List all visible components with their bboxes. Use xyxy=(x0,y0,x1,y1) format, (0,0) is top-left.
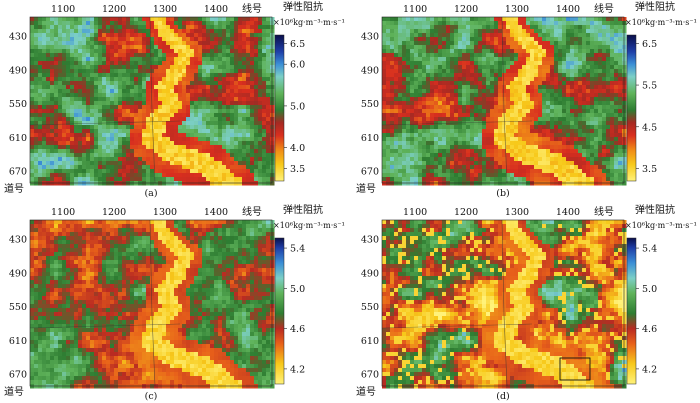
colorbar-tick-label: 5.0 xyxy=(642,284,657,295)
panel-label: (d) xyxy=(496,391,510,402)
colorbar xyxy=(274,34,285,182)
map-frame xyxy=(29,219,273,387)
map-frame xyxy=(29,16,273,184)
y-tick-label: 670 xyxy=(361,370,379,381)
y-axis-unit: 道号 xyxy=(356,182,376,195)
y-axis-unit: 道号 xyxy=(356,385,376,398)
colorbar-unit: ×10⁶kg·m⁻³·m·s⁻¹ xyxy=(273,221,345,230)
colorbar-title: 弹性阻抗 xyxy=(283,0,323,13)
fault-lines xyxy=(381,219,533,387)
y-tick-label: 550 xyxy=(361,302,379,313)
colorbar-unit: ×10⁶kg·m⁻³·m·s⁻¹ xyxy=(273,18,345,27)
colorbar-tick-label: 5.0 xyxy=(290,284,305,295)
y-tick-label: 670 xyxy=(9,167,27,178)
y-tick-label: 670 xyxy=(361,167,379,178)
panel-label: (b) xyxy=(496,188,510,199)
x-tick-label: 1400 xyxy=(556,4,580,15)
colorbar-tick-label: 6.0 xyxy=(290,60,305,71)
fault-lines xyxy=(29,219,181,387)
x-axis-unit: 线号 xyxy=(594,2,614,15)
impedance-map xyxy=(30,220,275,389)
x-axis-unit: 线号 xyxy=(242,205,262,218)
y-tick-label: 610 xyxy=(9,133,27,144)
x-tick-label: 1300 xyxy=(505,4,529,15)
y-tick-label: 490 xyxy=(9,65,27,76)
y-tick-label: 490 xyxy=(9,268,27,279)
x-tick-label: 1300 xyxy=(153,207,177,218)
highlight-box xyxy=(559,357,591,381)
y-tick-label: 490 xyxy=(361,65,379,76)
y-tick-label: 670 xyxy=(9,370,27,381)
colorbar-tick-label: 6.5 xyxy=(642,39,657,50)
y-tick-label: 430 xyxy=(361,32,379,43)
colorbar-tick-label: 3.5 xyxy=(642,164,657,175)
colorbar-tick-label: 4.2 xyxy=(642,364,657,375)
y-axis-unit: 道号 xyxy=(4,182,24,195)
x-tick-label: 1200 xyxy=(102,4,126,15)
y-tick-label: 610 xyxy=(361,133,379,144)
colorbar-unit: ×10⁶kg·m⁻³·m·s⁻¹ xyxy=(625,221,697,230)
colorbar-title: 弹性阻抗 xyxy=(635,0,675,13)
x-axis-unit: 线号 xyxy=(594,205,614,218)
y-tick-label: 490 xyxy=(361,268,379,279)
impedance-map xyxy=(382,17,627,186)
y-axis-unit: 道号 xyxy=(4,385,24,398)
colorbar-tick-label: 4.5 xyxy=(642,122,657,133)
colorbar-tick-label: 5.5 xyxy=(642,81,657,92)
colorbar-title: 弹性阻抗 xyxy=(283,203,323,216)
x-tick-label: 1400 xyxy=(556,207,580,218)
y-tick-label: 550 xyxy=(361,99,379,110)
x-tick-label: 1400 xyxy=(204,207,228,218)
fault-lines xyxy=(29,16,181,184)
panel-0: 1100 1200 1300 1400 线号 430 490 550 610 670 道号 (a) 弹性… xyxy=(4,0,345,199)
colorbar-tick-label: 5.4 xyxy=(290,244,305,255)
x-tick-label: 1200 xyxy=(454,4,478,15)
colorbar-tick-label: 5.0 xyxy=(290,101,305,112)
y-tick-label: 550 xyxy=(9,99,27,110)
panel-2: 1100 1200 1300 1400 线号 430 490 550 610 670 道号 (c) 弹性… xyxy=(4,203,345,402)
impedance-map xyxy=(30,17,275,186)
y-tick-label: 610 xyxy=(361,336,379,347)
colorbar-tick-label: 6.5 xyxy=(290,39,305,50)
panel-1: 1100 1200 1300 1400 线号 430 490 550 610 670 道号 (b) 弹性… xyxy=(356,0,697,199)
panel-3: 1100 1200 1300 1400 线号 430 490 550 610 670 道号 (d) 弹性… xyxy=(356,203,697,402)
colorbar xyxy=(274,237,285,385)
x-tick-label: 1100 xyxy=(403,207,427,218)
map-frame xyxy=(381,16,625,184)
y-tick-label: 610 xyxy=(9,336,27,347)
colorbar xyxy=(626,237,637,385)
x-tick-label: 1400 xyxy=(204,4,228,15)
y-tick-label: 430 xyxy=(361,235,379,246)
x-tick-label: 1200 xyxy=(454,207,478,218)
x-tick-label: 1200 xyxy=(102,207,126,218)
fault-lines xyxy=(381,16,533,184)
x-tick-label: 1300 xyxy=(153,4,177,15)
x-tick-label: 1100 xyxy=(403,4,427,15)
colorbar-tick-label: 4.6 xyxy=(642,324,657,335)
colorbar-title: 弹性阻抗 xyxy=(635,203,675,216)
x-axis-unit: 线号 xyxy=(242,2,262,15)
panel-label: (a) xyxy=(144,188,157,199)
y-tick-label: 550 xyxy=(9,302,27,313)
colorbar-tick-label: 4.2 xyxy=(290,364,305,375)
map-frame xyxy=(381,219,625,387)
y-tick-label: 430 xyxy=(9,235,27,246)
x-tick-label: 1100 xyxy=(51,207,75,218)
colorbar-tick-label: 4.0 xyxy=(290,143,305,154)
colorbar-tick-label: 5.4 xyxy=(642,244,657,255)
panel-label: (c) xyxy=(145,391,158,402)
x-tick-label: 1100 xyxy=(51,4,75,15)
colorbar-unit: ×10⁶kg·m⁻³·m·s⁻¹ xyxy=(625,18,697,27)
colorbar-tick-label: 3.5 xyxy=(290,164,305,175)
y-tick-label: 430 xyxy=(9,32,27,43)
x-tick-label: 1300 xyxy=(505,207,529,218)
colorbar-tick-label: 4.6 xyxy=(290,324,305,335)
colorbar xyxy=(626,34,637,182)
